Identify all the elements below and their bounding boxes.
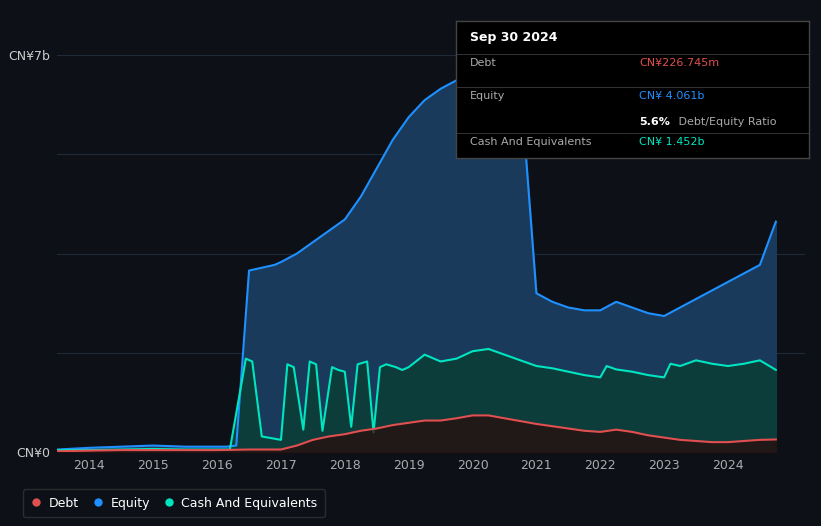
Text: Cash And Equivalents: Cash And Equivalents bbox=[470, 137, 591, 147]
Text: CN¥ 1.452b: CN¥ 1.452b bbox=[640, 137, 704, 147]
Legend: Debt, Equity, Cash And Equivalents: Debt, Equity, Cash And Equivalents bbox=[23, 489, 324, 517]
Text: CN¥ 4.061b: CN¥ 4.061b bbox=[640, 91, 704, 101]
Text: Debt: Debt bbox=[470, 58, 497, 68]
Text: Sep 30 2024: Sep 30 2024 bbox=[470, 31, 557, 44]
Text: Equity: Equity bbox=[470, 91, 505, 101]
Text: 5.6%: 5.6% bbox=[640, 117, 670, 127]
Text: Debt/Equity Ratio: Debt/Equity Ratio bbox=[675, 117, 776, 127]
Text: CN¥226.745m: CN¥226.745m bbox=[640, 58, 719, 68]
